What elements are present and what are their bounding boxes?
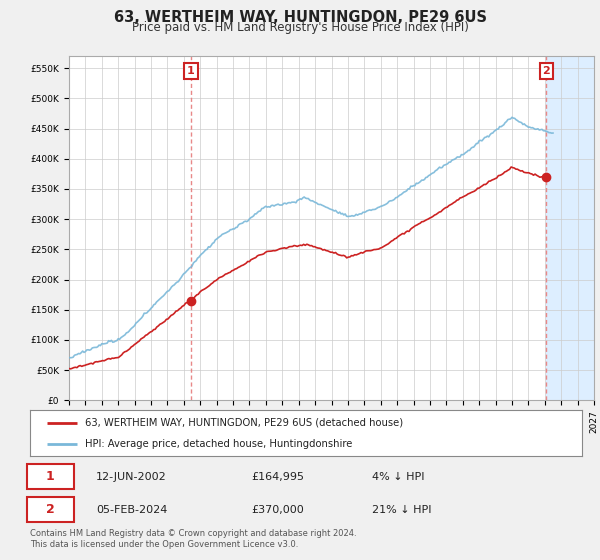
Text: £164,995: £164,995 — [251, 472, 304, 482]
Bar — [546, 56, 594, 400]
Text: 63, WERTHEIM WAY, HUNTINGDON, PE29 6US (detached house): 63, WERTHEIM WAY, HUNTINGDON, PE29 6US (… — [85, 418, 403, 428]
Text: 63, WERTHEIM WAY, HUNTINGDON, PE29 6US: 63, WERTHEIM WAY, HUNTINGDON, PE29 6US — [113, 10, 487, 25]
Text: £370,000: £370,000 — [251, 505, 304, 515]
Text: 12-JUN-2002: 12-JUN-2002 — [96, 472, 167, 482]
Text: 4% ↓ HPI: 4% ↓ HPI — [372, 472, 425, 482]
Text: Price paid vs. HM Land Registry's House Price Index (HPI): Price paid vs. HM Land Registry's House … — [131, 21, 469, 34]
FancyBboxPatch shape — [27, 464, 74, 489]
Text: 2: 2 — [542, 66, 550, 76]
Text: 1: 1 — [46, 470, 55, 483]
Text: 21% ↓ HPI: 21% ↓ HPI — [372, 505, 432, 515]
FancyBboxPatch shape — [27, 497, 74, 522]
Text: 05-FEB-2024: 05-FEB-2024 — [96, 505, 167, 515]
Text: 2: 2 — [46, 503, 55, 516]
Bar — [546, 56, 594, 400]
Text: Contains HM Land Registry data © Crown copyright and database right 2024.
This d: Contains HM Land Registry data © Crown c… — [30, 529, 356, 549]
Text: HPI: Average price, detached house, Huntingdonshire: HPI: Average price, detached house, Hunt… — [85, 439, 353, 449]
Text: 1: 1 — [187, 66, 195, 76]
